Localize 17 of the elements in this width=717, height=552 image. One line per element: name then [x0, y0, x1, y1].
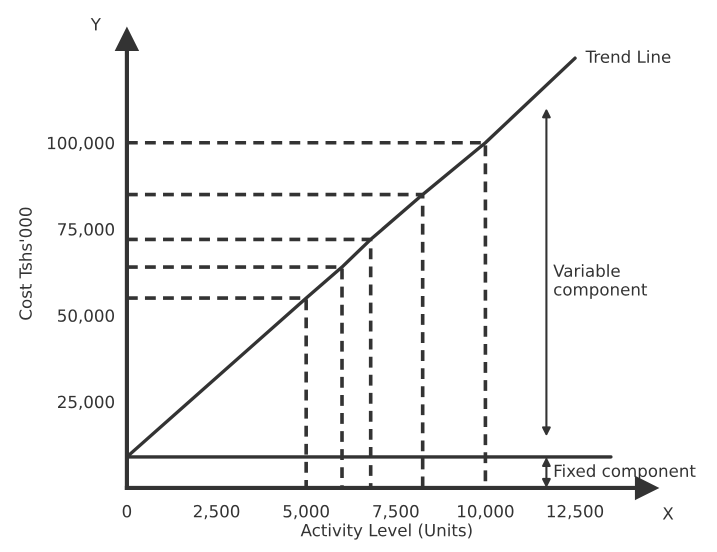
x-axis-title: Activity Level (Units): [300, 524, 472, 540]
y-tick-label: 50,000: [58, 309, 114, 324]
x-tick-label: 5,000: [284, 504, 329, 520]
x-tick-label: 12,500: [548, 504, 604, 520]
text: Y: [90, 18, 101, 30]
y-tick-label: 75,000: [58, 223, 114, 238]
annotation: Variable component: [553, 264, 648, 299]
series-label: Trend Line: [586, 50, 670, 64]
x-tick-label: 10,000: [458, 504, 514, 520]
y-tick-label: 25,000: [58, 396, 114, 410]
annotation: Fixed component: [554, 464, 696, 480]
x-tick-label: 7,500: [373, 504, 419, 520]
y-tick-label: 100,000: [48, 136, 114, 152]
x-tick-label: 2,500: [194, 504, 240, 520]
y-axis-title: Cost Tshs'000: [18, 208, 32, 320]
text: X: [662, 507, 674, 520]
x-tick-label: 0: [122, 504, 132, 518]
